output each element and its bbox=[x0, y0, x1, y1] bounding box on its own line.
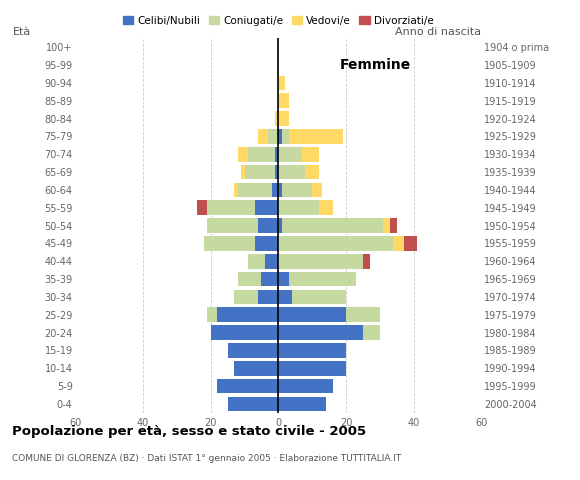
Bar bbox=[207, 201, 255, 215]
Bar bbox=[271, 182, 278, 197]
Bar bbox=[275, 147, 278, 162]
Bar bbox=[302, 147, 319, 162]
Bar bbox=[275, 111, 278, 126]
Bar bbox=[278, 76, 285, 90]
Bar bbox=[262, 272, 278, 287]
Bar bbox=[248, 147, 275, 162]
Bar bbox=[282, 129, 288, 144]
Bar bbox=[218, 379, 278, 394]
Bar bbox=[268, 129, 278, 144]
Bar bbox=[278, 379, 332, 394]
Bar bbox=[255, 201, 278, 215]
Bar bbox=[288, 272, 356, 287]
Bar bbox=[278, 129, 282, 144]
Bar bbox=[278, 218, 282, 233]
Bar bbox=[258, 289, 278, 304]
Bar bbox=[282, 182, 312, 197]
Bar bbox=[278, 182, 282, 197]
Bar bbox=[319, 201, 332, 215]
Bar bbox=[211, 325, 278, 340]
Bar bbox=[204, 236, 255, 251]
Bar bbox=[278, 165, 306, 180]
Bar bbox=[218, 307, 278, 322]
Text: COMUNE DI GLORENZA (BZ) · Dati ISTAT 1° gennaio 2005 · Elaborazione TUTTITALIA.I: COMUNE DI GLORENZA (BZ) · Dati ISTAT 1° … bbox=[12, 454, 401, 463]
Text: Età: Età bbox=[13, 26, 31, 36]
Bar bbox=[258, 218, 278, 233]
Bar bbox=[234, 289, 258, 304]
Bar bbox=[282, 218, 383, 233]
Text: Femmine: Femmine bbox=[339, 58, 411, 72]
Bar bbox=[258, 129, 268, 144]
Bar bbox=[404, 236, 417, 251]
Bar bbox=[383, 218, 390, 233]
Bar bbox=[312, 182, 322, 197]
Bar bbox=[248, 254, 265, 269]
Bar bbox=[390, 218, 397, 233]
Bar bbox=[278, 94, 288, 108]
Bar bbox=[241, 165, 245, 180]
Bar bbox=[363, 325, 380, 340]
Bar bbox=[227, 343, 278, 358]
Bar bbox=[275, 165, 278, 180]
Bar bbox=[278, 343, 346, 358]
Bar bbox=[306, 165, 319, 180]
Bar bbox=[255, 236, 278, 251]
Bar bbox=[197, 201, 207, 215]
Text: Popolazione per età, sesso e stato civile - 2005: Popolazione per età, sesso e stato civil… bbox=[12, 425, 366, 438]
Text: Anno di nascita: Anno di nascita bbox=[396, 26, 481, 36]
Bar bbox=[207, 218, 258, 233]
Bar bbox=[278, 111, 288, 126]
Bar bbox=[346, 307, 380, 322]
Bar bbox=[238, 147, 248, 162]
Bar bbox=[238, 272, 262, 287]
Bar bbox=[234, 361, 278, 375]
Bar bbox=[278, 236, 393, 251]
Bar bbox=[207, 307, 218, 322]
Bar bbox=[278, 201, 319, 215]
Bar bbox=[238, 182, 271, 197]
Bar bbox=[393, 236, 404, 251]
Bar bbox=[292, 289, 346, 304]
Bar bbox=[363, 254, 369, 269]
Bar bbox=[278, 147, 302, 162]
Bar bbox=[278, 325, 363, 340]
Bar bbox=[245, 165, 275, 180]
Bar bbox=[265, 254, 278, 269]
Bar bbox=[288, 129, 343, 144]
Bar bbox=[278, 254, 363, 269]
Bar bbox=[278, 289, 292, 304]
Bar bbox=[278, 272, 288, 287]
Bar bbox=[278, 361, 346, 375]
Bar bbox=[234, 182, 238, 197]
Bar bbox=[227, 396, 278, 411]
Legend: Celibi/Nubili, Coniugati/e, Vedovi/e, Divorziati/e: Celibi/Nubili, Coniugati/e, Vedovi/e, Di… bbox=[119, 12, 438, 30]
Bar bbox=[278, 396, 326, 411]
Bar bbox=[278, 307, 346, 322]
